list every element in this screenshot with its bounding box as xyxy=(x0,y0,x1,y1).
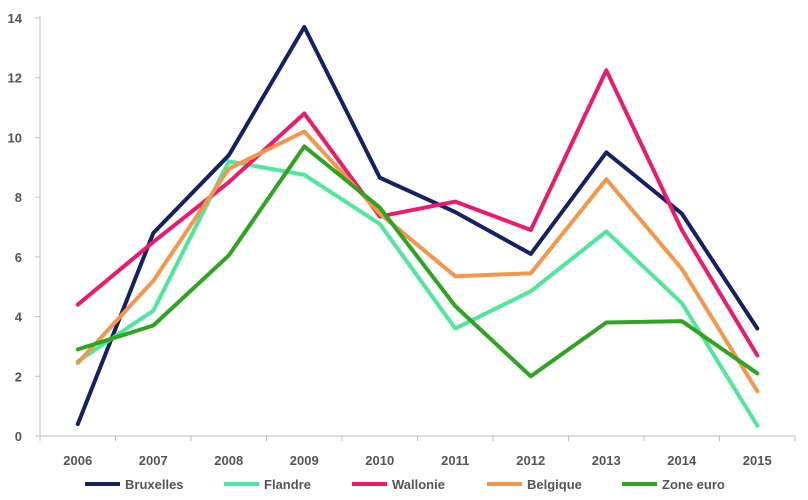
legend-item-bruxelles: Bruxelles xyxy=(85,477,184,492)
x-tick-label: 2013 xyxy=(592,453,621,468)
x-tick-label: 2006 xyxy=(63,453,92,468)
legend-label: Flandre xyxy=(264,477,311,492)
x-axis-ticks: 2006 2007 2008 2009 2010 2011 2012 2013 2014 2015 xyxy=(39,436,796,468)
y-axis-ticks: 0 2 4 6 8 10 12 14 xyxy=(8,11,40,444)
x-tick-label: 2012 xyxy=(516,453,545,468)
x-tick-label: 2014 xyxy=(667,453,697,468)
legend-item-flandre: Flandre xyxy=(224,477,311,492)
y-tick-label: 10 xyxy=(8,130,22,145)
legend-label: Zone euro xyxy=(662,477,725,492)
x-tick-label: 2009 xyxy=(290,453,319,468)
y-tick-label: 4 xyxy=(15,310,23,325)
x-tick-label: 2015 xyxy=(743,453,772,468)
legend-item-belgique: Belgique xyxy=(487,477,582,492)
series-line-zone-euro xyxy=(75,144,760,379)
legend-label: Belgique xyxy=(527,477,582,492)
series-line-belgique xyxy=(75,129,760,394)
legend-label: Wallonie xyxy=(392,477,445,492)
y-tick-label: 8 xyxy=(15,190,22,205)
x-tick-label: 2010 xyxy=(365,453,394,468)
x-tick-label: 2007 xyxy=(139,453,168,468)
y-tick-label: 12 xyxy=(8,71,22,86)
series-lines xyxy=(75,25,760,428)
y-tick-label: 14 xyxy=(8,11,23,26)
series-line-flandre xyxy=(75,159,760,428)
x-tick-label: 2011 xyxy=(441,453,469,468)
legend-item-zone-euro: Zone euro xyxy=(622,477,725,492)
y-tick-label: 2 xyxy=(15,369,22,384)
legend-label: Bruxelles xyxy=(125,477,184,492)
series-line-wallonie xyxy=(75,68,760,358)
y-tick-label: 0 xyxy=(15,429,22,444)
legend: Bruxelles Flandre Wallonie Belgique Zone eur… xyxy=(85,477,725,492)
y-tick-label: 6 xyxy=(15,250,22,265)
legend-item-wallonie: Wallonie xyxy=(352,477,445,492)
series-line-bruxelles xyxy=(75,25,760,427)
x-tick-label: 2008 xyxy=(214,453,243,468)
